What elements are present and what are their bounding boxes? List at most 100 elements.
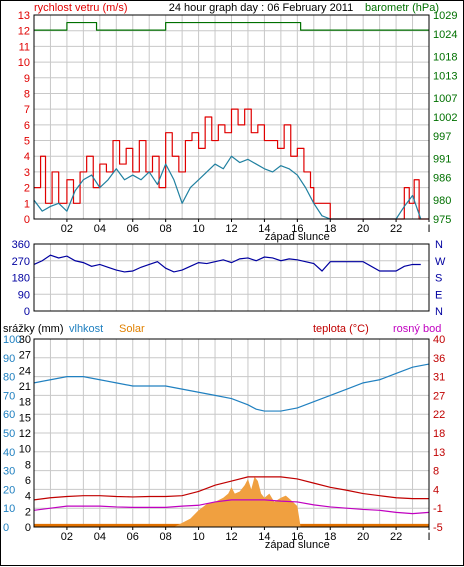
- wind-panel-xtick-label-10: 22: [390, 223, 402, 235]
- rain-tick-label: 8: [25, 459, 31, 471]
- barometer-tick-label: 1013: [433, 70, 457, 82]
- humidity-tick-label: 70: [3, 390, 15, 402]
- wind-speed-tick-label: 9: [24, 73, 30, 85]
- barometer-tick-label: 997: [433, 131, 451, 143]
- wind-panel-xtick-label-3: 08: [160, 223, 172, 235]
- rain-tick-label: 4: [25, 491, 31, 503]
- barometer-axis-title: barometr (hPa): [365, 2, 439, 14]
- humidity-tick-label: 40: [3, 447, 15, 459]
- solar-area: [173, 476, 301, 527]
- wind-speed-tick-label: 11: [19, 41, 30, 53]
- rain-tick-label: 2: [25, 506, 31, 518]
- wind-axis-title: rychlost vetru (m/s): [34, 2, 128, 14]
- rain-tick-label: 10: [19, 444, 31, 456]
- barometer-tick-label: 986: [433, 172, 451, 184]
- direction-series-line: [33, 254, 421, 273]
- direction-tick-label: 0: [24, 306, 30, 318]
- humidity-tick-label: 80: [3, 372, 15, 384]
- direction-panel-frame: [33, 243, 430, 312]
- gust-series-line: [34, 108, 429, 220]
- humidity-tick-label: 100: [3, 334, 21, 346]
- humidity-tick-label: 90: [3, 353, 15, 365]
- rain-tick-label: 12: [19, 428, 31, 440]
- wind-speed-tick-label: 3: [24, 167, 30, 179]
- legend-label-0: srážky (mm): [3, 323, 64, 335]
- temperature-tick-label: 8: [433, 466, 439, 478]
- temperature-tick-label: 40: [433, 334, 445, 346]
- direction-tick-label: 270: [12, 256, 30, 268]
- wind-panel-xtick-label-0: 02: [61, 223, 73, 235]
- barometer-tick-label: 1018: [433, 52, 457, 64]
- temp-panel-xtick-label-9: 20: [357, 531, 369, 543]
- barometr-series-line: [34, 21, 429, 31]
- wind-speed-tick-label: 2: [24, 183, 30, 195]
- legend-label-2: Solar: [119, 323, 145, 335]
- temp-panel-sunset-label: západ slunce: [265, 539, 330, 551]
- temperature-tick-label: 36: [433, 353, 445, 365]
- temp-panel-xtick-label-6: 14: [258, 531, 270, 543]
- humidity-tick-label: 30: [3, 466, 15, 478]
- temp-panel-xtick-label-4: 10: [192, 531, 204, 543]
- legend-label-3: teplota (°C): [313, 323, 369, 335]
- wind-panel-sunset-label: západ slunce: [265, 231, 330, 243]
- barometer-tick-label: 1002: [433, 112, 457, 124]
- wind-panel-xtick-label-2: 06: [127, 223, 139, 235]
- direction-tick-label: 180: [12, 273, 30, 285]
- direction-tick-label: 360: [12, 239, 30, 251]
- wind-panel-xtick-label-1: 04: [94, 223, 106, 235]
- wind-speed-tick-label: 7: [24, 104, 30, 116]
- temp-panel-xtick-label-5: 12: [225, 531, 237, 543]
- barometer-tick-label: 1029: [433, 10, 457, 22]
- wind-panel-xtick-label-6: 14: [258, 223, 270, 235]
- humidity-tick-label: 50: [3, 428, 15, 440]
- wind-speed-tick-label: 12: [18, 26, 30, 38]
- rain-tick-label: 18: [19, 397, 31, 409]
- compass-label: N: [435, 239, 443, 251]
- humidity-tick-label: 10: [3, 503, 15, 515]
- wind-speed-tick-label: 5: [24, 136, 30, 148]
- temp-panel-xtick-label-7: 16: [291, 531, 303, 543]
- humidity-tick-label: 20: [3, 484, 15, 496]
- vlhkost-series-line: [33, 363, 430, 412]
- wind-speed-tick-label: 1: [24, 198, 30, 210]
- wind-panel-xtick-label-11: I: [427, 223, 430, 235]
- compass-label: W: [435, 256, 446, 268]
- temp-panel-xtick-label-2: 06: [127, 531, 139, 543]
- compass-label: N: [435, 306, 443, 318]
- wind-panel-xtick-label-5: 12: [225, 223, 237, 235]
- wind-speed-tick-label: 6: [24, 120, 30, 132]
- temp-panel-xtick-label-11: I: [427, 531, 430, 543]
- wind-panel-xtick-label-4: 10: [192, 223, 204, 235]
- rosny_bod-series-line: [33, 499, 430, 515]
- temperature-tick-label: 4: [433, 484, 439, 496]
- wind-speed-tick-label: 0: [24, 214, 30, 226]
- temperature-tick-label: 27: [433, 390, 445, 402]
- humidity-tick-label: 60: [3, 409, 15, 421]
- wind-panel-xtick-label-7: 16: [291, 223, 303, 235]
- temp-panel-xtick-label-3: 08: [160, 531, 172, 543]
- humidity-tick-label: 0: [3, 522, 9, 534]
- wind-panel-xtick-label-9: 20: [357, 223, 369, 235]
- rain-tick-label: 6: [25, 475, 31, 487]
- rain-tick-label: 27: [19, 350, 31, 362]
- temp-panel-xtick-label-10: 22: [390, 531, 402, 543]
- legend-label-4: rosný bod: [393, 323, 441, 335]
- legend-label-1: vlhkost: [69, 323, 103, 335]
- rain-tick-label: 30: [19, 334, 31, 346]
- direction-tick-label: 90: [18, 289, 30, 301]
- barometer-tick-label: 975: [433, 214, 451, 226]
- rain-tick-label: 24: [19, 365, 31, 377]
- barometer-tick-label: 991: [433, 154, 451, 166]
- rain-tick-label: 21: [19, 381, 31, 393]
- temp-panel-xtick-label-0: 02: [61, 531, 73, 543]
- wind-panel-xtick-label-8: 18: [324, 223, 336, 235]
- barometer-tick-label: 980: [433, 195, 451, 207]
- temperature-tick-label: -1: [433, 503, 443, 515]
- chart-title: 24 hour graph day : 06 February 2011: [169, 2, 353, 14]
- temperature-tick-label: 31: [433, 372, 445, 384]
- compass-label: E: [435, 289, 442, 301]
- temp-panel-xtick-label-1: 04: [94, 531, 106, 543]
- compass-label: S: [435, 273, 442, 285]
